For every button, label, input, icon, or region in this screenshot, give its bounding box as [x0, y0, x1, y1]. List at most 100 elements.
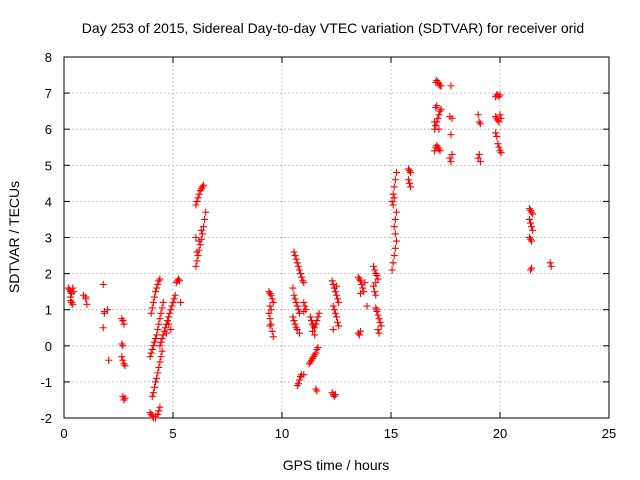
data-point — [154, 280, 162, 288]
data-point — [446, 154, 454, 162]
data-point — [547, 262, 555, 270]
data-point — [154, 326, 162, 334]
data-point — [311, 331, 319, 339]
data-point — [293, 302, 301, 310]
data-point — [431, 118, 439, 126]
data-point — [333, 282, 340, 290]
data-point — [334, 295, 342, 303]
y-tick-label: 5 — [45, 158, 52, 173]
data-point — [300, 308, 308, 316]
data-point — [356, 327, 364, 335]
data-point — [391, 244, 399, 252]
data-point — [328, 277, 336, 285]
data-point — [334, 318, 342, 326]
data-point — [147, 349, 155, 357]
data-point — [292, 298, 300, 306]
data-point — [105, 356, 113, 364]
data-point — [374, 326, 382, 334]
data-point — [177, 298, 185, 306]
data-point — [146, 353, 154, 361]
data-point — [164, 317, 172, 325]
data-point — [157, 353, 165, 361]
data-point — [268, 295, 276, 303]
data-point — [497, 149, 505, 157]
data-point — [496, 111, 504, 119]
data-point — [377, 322, 385, 330]
data-point — [391, 230, 399, 238]
data-point — [265, 309, 273, 317]
data-point — [150, 293, 158, 301]
data-point — [266, 315, 274, 323]
data-point — [392, 169, 400, 177]
data-point — [162, 329, 170, 337]
data-point — [196, 241, 204, 249]
data-point — [150, 383, 158, 391]
data-point — [389, 201, 397, 209]
data-point — [156, 315, 164, 323]
data-point — [312, 320, 320, 328]
data-point — [492, 129, 500, 137]
data-point — [153, 331, 161, 339]
data-point — [158, 335, 166, 343]
data-point — [152, 378, 160, 386]
data-point — [437, 105, 445, 113]
data-point — [374, 311, 382, 319]
data-point — [170, 295, 178, 303]
data-point — [314, 344, 322, 352]
tick-labels: 0 5 10 15 20 25 -2 -1 0 1 2 3 4 5 6 7 8 — [40, 50, 616, 441]
data-point — [372, 304, 380, 312]
chart-title: Day 253 of 2015, Sidereal Day-to-day VTE… — [82, 20, 584, 36]
data-point — [374, 275, 382, 283]
data-point — [293, 259, 301, 267]
data-point — [331, 391, 339, 399]
data-point — [360, 288, 368, 296]
data-point — [168, 302, 176, 310]
data-point — [435, 125, 443, 133]
data-point — [294, 262, 302, 270]
data-point — [407, 183, 415, 191]
data-point — [447, 131, 455, 139]
data-point — [525, 215, 533, 223]
data-point — [267, 291, 275, 299]
data-point — [496, 147, 504, 155]
data-point — [388, 197, 396, 205]
data-point — [300, 279, 308, 287]
y-tick-label: 1 — [45, 303, 52, 318]
data-point — [269, 298, 277, 306]
data-point — [165, 313, 173, 321]
data-point — [528, 264, 536, 272]
data-point — [432, 104, 440, 112]
data-point — [100, 309, 108, 317]
data-point — [159, 298, 167, 306]
data-point — [311, 324, 319, 332]
data-point — [390, 183, 398, 191]
data-point — [356, 289, 364, 297]
data-point — [104, 306, 112, 314]
data-point — [148, 304, 156, 312]
data-point — [355, 331, 363, 339]
data-point — [300, 371, 308, 379]
data-point — [192, 201, 200, 209]
x-tick-label: 25 — [602, 426, 616, 441]
data-point — [390, 252, 398, 260]
data-point — [375, 315, 383, 323]
y-tick-label: 7 — [45, 86, 52, 101]
data-point — [333, 313, 340, 321]
data-point — [529, 210, 537, 218]
y-tick-label: -2 — [40, 411, 52, 426]
data-point — [476, 158, 484, 166]
data-point — [152, 335, 160, 343]
data-point — [474, 111, 482, 119]
data-point — [436, 107, 444, 115]
x-tick-label: 20 — [493, 426, 507, 441]
data-point — [268, 327, 276, 335]
data-point — [152, 414, 160, 422]
data-point — [314, 313, 322, 321]
data-point — [99, 280, 107, 288]
data-point — [496, 91, 504, 99]
data-point — [152, 288, 160, 296]
y-tick-label: -1 — [40, 375, 52, 390]
data-point — [291, 252, 299, 260]
data-point — [201, 215, 209, 223]
data-point — [158, 304, 166, 312]
